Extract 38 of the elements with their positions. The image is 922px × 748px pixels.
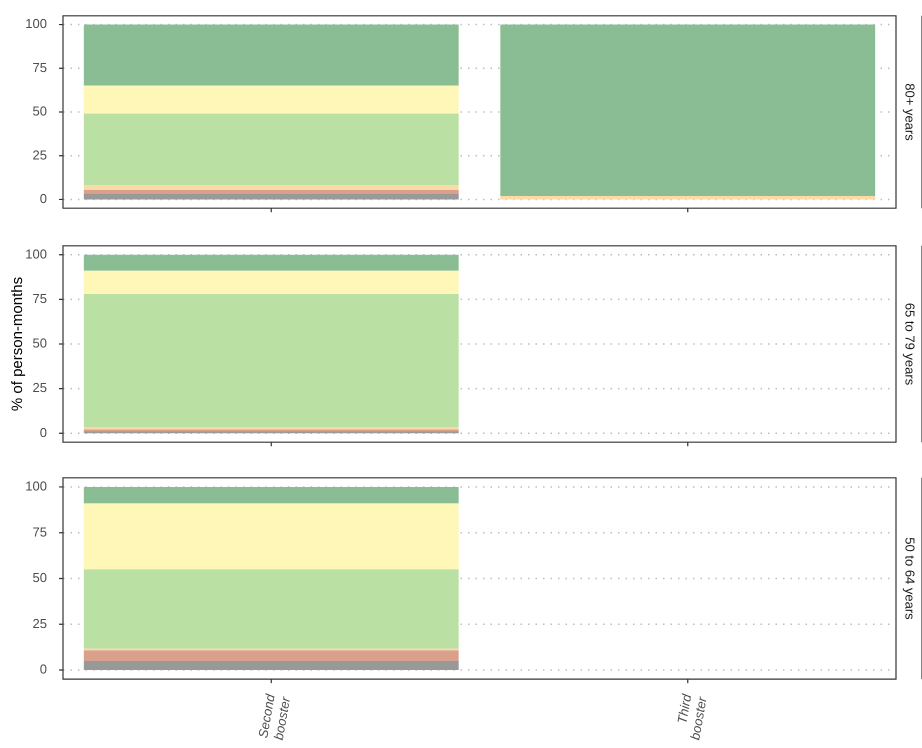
bar xyxy=(84,503,459,570)
bar xyxy=(84,194,459,200)
bar xyxy=(84,270,459,294)
x-tick-label: Third booster xyxy=(674,692,710,742)
text: 50 to 64 years xyxy=(902,537,918,620)
bar xyxy=(84,86,459,114)
bar xyxy=(84,190,459,194)
bar xyxy=(84,294,459,428)
y-axis-title: % of person-months xyxy=(9,276,26,412)
y-tick-label: 100 xyxy=(25,478,47,494)
bar xyxy=(84,650,459,662)
y-tick-label: 50 xyxy=(32,336,47,351)
y-tick-label: 100 xyxy=(25,246,47,262)
text: 80+ years xyxy=(902,83,918,142)
bar xyxy=(84,661,459,670)
bar xyxy=(84,24,459,86)
y-tick-label: 0 xyxy=(40,662,47,677)
bar xyxy=(500,24,876,196)
bar xyxy=(84,427,459,430)
y-tick-label: 0 xyxy=(40,191,47,206)
y-tick-label: 50 xyxy=(32,570,47,586)
text: 65 to 79 years xyxy=(902,302,918,386)
y-tick-label: 75 xyxy=(32,290,47,306)
bar xyxy=(84,254,459,271)
y-tick-label: 75 xyxy=(32,60,47,75)
bar xyxy=(84,486,459,504)
y-tick-label: 25 xyxy=(32,147,47,162)
bar xyxy=(84,185,459,190)
y-tick-label: 25 xyxy=(32,380,47,396)
bar xyxy=(84,569,459,649)
bar xyxy=(500,196,876,200)
y-tick-label: 75 xyxy=(32,524,47,540)
bar xyxy=(84,114,459,186)
x-tick-label: Second booster xyxy=(255,692,294,742)
y-tick-label: 0 xyxy=(40,424,47,440)
y-tick-label: 100 xyxy=(25,16,47,32)
y-tick-label: 50 xyxy=(32,104,47,119)
y-tick-label: 25 xyxy=(32,616,47,631)
